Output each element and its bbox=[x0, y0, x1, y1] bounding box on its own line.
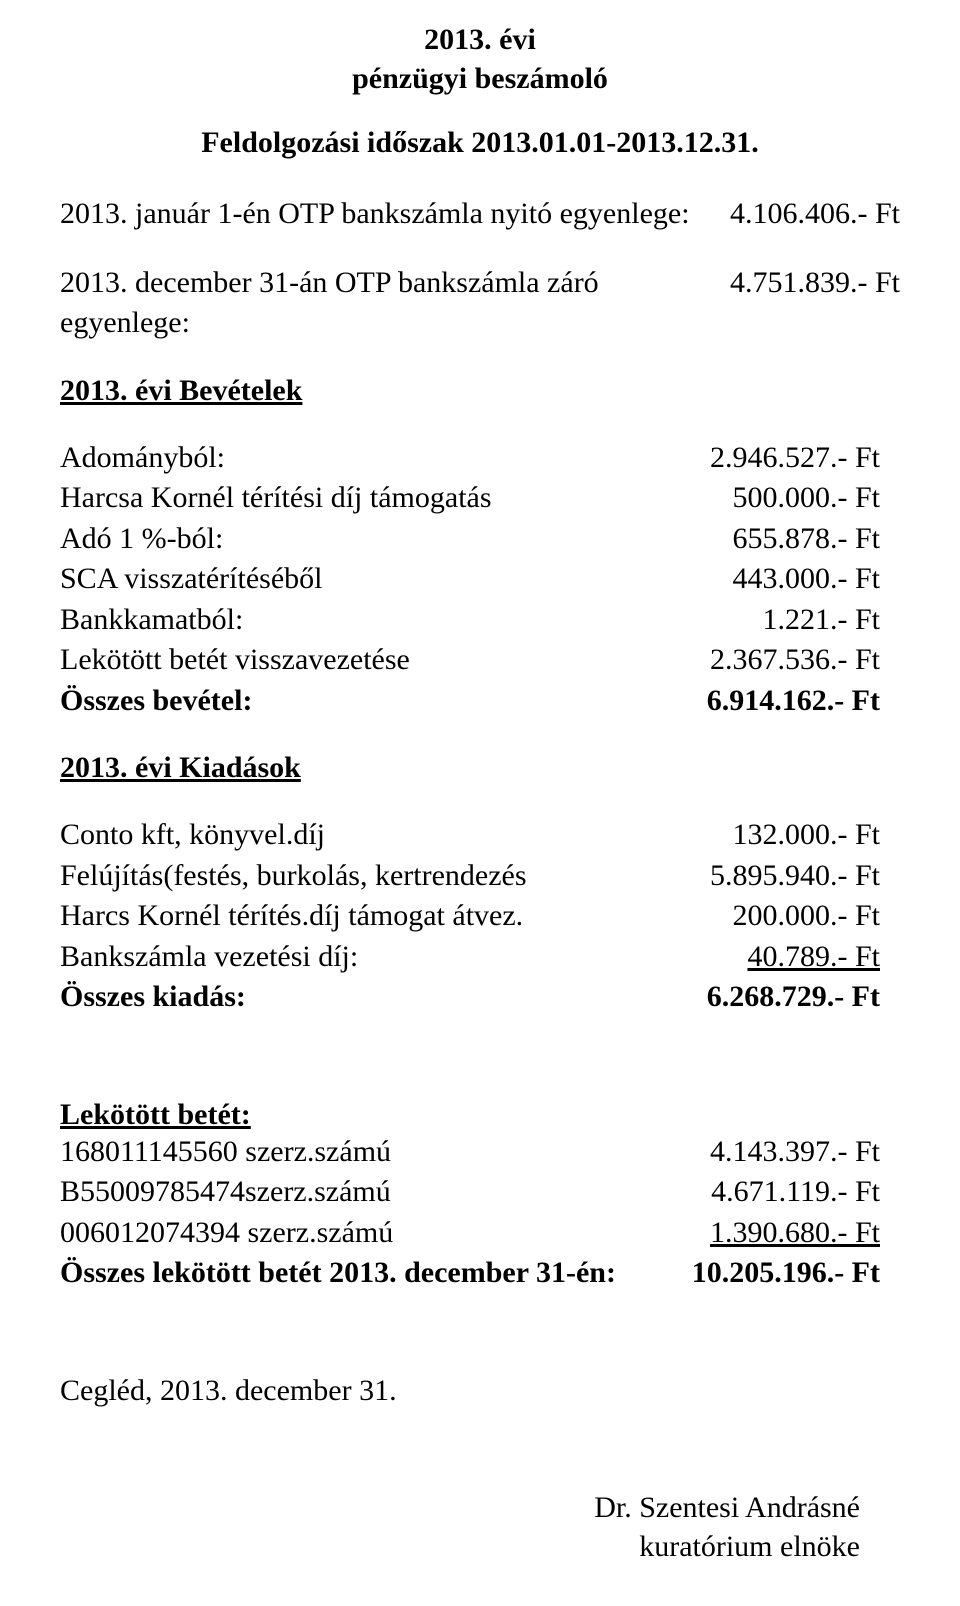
expense-total-value: 6.268.729.- Ft bbox=[660, 977, 880, 1018]
closing-balance-label: 2013. december 31-án OTP bankszámla záró… bbox=[60, 263, 710, 344]
title-line-1: 2013. évi bbox=[60, 20, 900, 59]
income-item-label: Adományból: bbox=[60, 438, 660, 479]
deposit-total-row: Összes lekötött betét 2013. december 31-… bbox=[60, 1253, 880, 1294]
deposit-item-label: 168011145560 szerz.számú bbox=[60, 1132, 660, 1173]
expense-item-value: 40.789.- Ft bbox=[660, 937, 880, 978]
expense-item-label: Conto kft, könyvel.díj bbox=[60, 815, 660, 856]
expense-item-value: 200.000.- Ft bbox=[660, 896, 880, 937]
expense-item-row: Felújítás(festés, burkolás, kertrendezés… bbox=[60, 856, 880, 897]
signature-title: kuratórium elnöke bbox=[60, 1527, 860, 1566]
income-item-value: 443.000.- Ft bbox=[660, 559, 880, 600]
deposit-block: 168011145560 szerz.számú4.143.397.- FtB5… bbox=[60, 1132, 880, 1254]
expense-item-row: Bankszámla vezetési díj: 40.789.- Ft bbox=[60, 937, 880, 978]
income-block: Adományból:2.946.527.- FtHarcsa Kornél t… bbox=[60, 438, 880, 681]
opening-balance-row: 2013. január 1-én OTP bankszámla nyitó e… bbox=[60, 194, 900, 235]
income-total-value: 6.914.162.- Ft bbox=[660, 681, 880, 722]
deposit-item-value: 4.143.397.- Ft bbox=[660, 1132, 880, 1173]
income-item-row: Lekötött betét visszavezetése2.367.536.-… bbox=[60, 640, 880, 681]
income-item-row: Harcsa Kornél térítési díj támogatás500.… bbox=[60, 478, 880, 519]
income-item-label: Adó 1 %-ból: bbox=[60, 519, 660, 560]
deposit-heading: Lekötött betét: bbox=[60, 1098, 900, 1132]
expense-item-label: Bankszámla vezetési díj: bbox=[60, 937, 660, 978]
expense-total-label: Összes kiadás: bbox=[60, 977, 660, 1018]
expense-item-label: Felújítás(festés, burkolás, kertrendezés bbox=[60, 856, 660, 897]
expense-item-value: 132.000.- Ft bbox=[660, 815, 880, 856]
expense-block: Conto kft, könyvel.díj132.000.- FtFelújí… bbox=[60, 815, 880, 977]
deposit-total-value: 10.205.196.- Ft bbox=[660, 1253, 880, 1294]
income-item-label: Lekötött betét visszavezetése bbox=[60, 640, 660, 681]
deposit-item-row: B55009785474szerz.számú4.671.119.- Ft bbox=[60, 1172, 880, 1213]
deposit-item-value: 1.390.680.- Ft bbox=[660, 1213, 880, 1254]
expense-item-row: Harcs Kornél térítés.díj támogat átvez.2… bbox=[60, 896, 880, 937]
opening-balance-label: 2013. január 1-én OTP bankszámla nyitó e… bbox=[60, 194, 710, 235]
closing-balance-value: 4.751.839.- Ft bbox=[710, 263, 900, 304]
income-item-row: Bankkamatból:1.221.- Ft bbox=[60, 600, 880, 641]
income-item-value: 1.221.- Ft bbox=[660, 600, 880, 641]
income-item-label: Bankkamatból: bbox=[60, 600, 660, 641]
income-item-row: Adó 1 %-ból:655.878.- Ft bbox=[60, 519, 880, 560]
income-item-row: Adományból:2.946.527.- Ft bbox=[60, 438, 880, 479]
deposit-item-value: 4.671.119.- Ft bbox=[660, 1172, 880, 1213]
expense-item-label: Harcs Kornél térítés.díj támogat átvez. bbox=[60, 896, 660, 937]
expense-item-value: 5.895.940.- Ft bbox=[660, 856, 880, 897]
income-item-value: 655.878.- Ft bbox=[660, 519, 880, 560]
income-item-label: SCA visszatérítéséből bbox=[60, 559, 660, 600]
income-heading: 2013. évi Bevételek bbox=[60, 374, 900, 408]
income-item-value: 2.946.527.- Ft bbox=[660, 438, 880, 479]
income-total-label: Összes bevétel: bbox=[60, 681, 660, 722]
opening-balance-value: 4.106.406.- Ft bbox=[710, 194, 900, 235]
title-line-2: pénzügyi beszámoló bbox=[60, 59, 900, 98]
income-item-label: Harcsa Kornél térítési díj támogatás bbox=[60, 478, 660, 519]
income-item-row: SCA visszatérítéséből443.000.- Ft bbox=[60, 559, 880, 600]
closing-balance-row: 2013. december 31-án OTP bankszámla záró… bbox=[60, 263, 900, 344]
signature-name: Dr. Szentesi Andrásné bbox=[60, 1488, 860, 1527]
income-total-row: Összes bevétel: 6.914.162.- Ft bbox=[60, 681, 880, 722]
deposit-total-label: Összes lekötött betét 2013. december 31-… bbox=[60, 1253, 660, 1294]
deposit-item-row: 006012074394 szerz.számú1.390.680.- Ft bbox=[60, 1213, 880, 1254]
deposit-item-label: 006012074394 szerz.számú bbox=[60, 1213, 660, 1254]
title-block: 2013. évi pénzügyi beszámoló bbox=[60, 20, 900, 98]
expense-item-row: Conto kft, könyvel.díj132.000.- Ft bbox=[60, 815, 880, 856]
period-line: Feldolgozási időszak 2013.01.01-2013.12.… bbox=[60, 126, 900, 160]
deposit-item-label: B55009785474szerz.számú bbox=[60, 1172, 660, 1213]
expense-total-row: Összes kiadás: 6.268.729.- Ft bbox=[60, 977, 880, 1018]
income-item-value: 2.367.536.- Ft bbox=[660, 640, 880, 681]
income-item-value: 500.000.- Ft bbox=[660, 478, 880, 519]
deposit-item-row: 168011145560 szerz.számú4.143.397.- Ft bbox=[60, 1132, 880, 1173]
date-line: Cegléd, 2013. december 31. bbox=[60, 1374, 900, 1408]
signature-block: Dr. Szentesi Andrásné kuratórium elnöke bbox=[60, 1488, 900, 1566]
expense-heading: 2013. évi Kiadások bbox=[60, 751, 900, 785]
